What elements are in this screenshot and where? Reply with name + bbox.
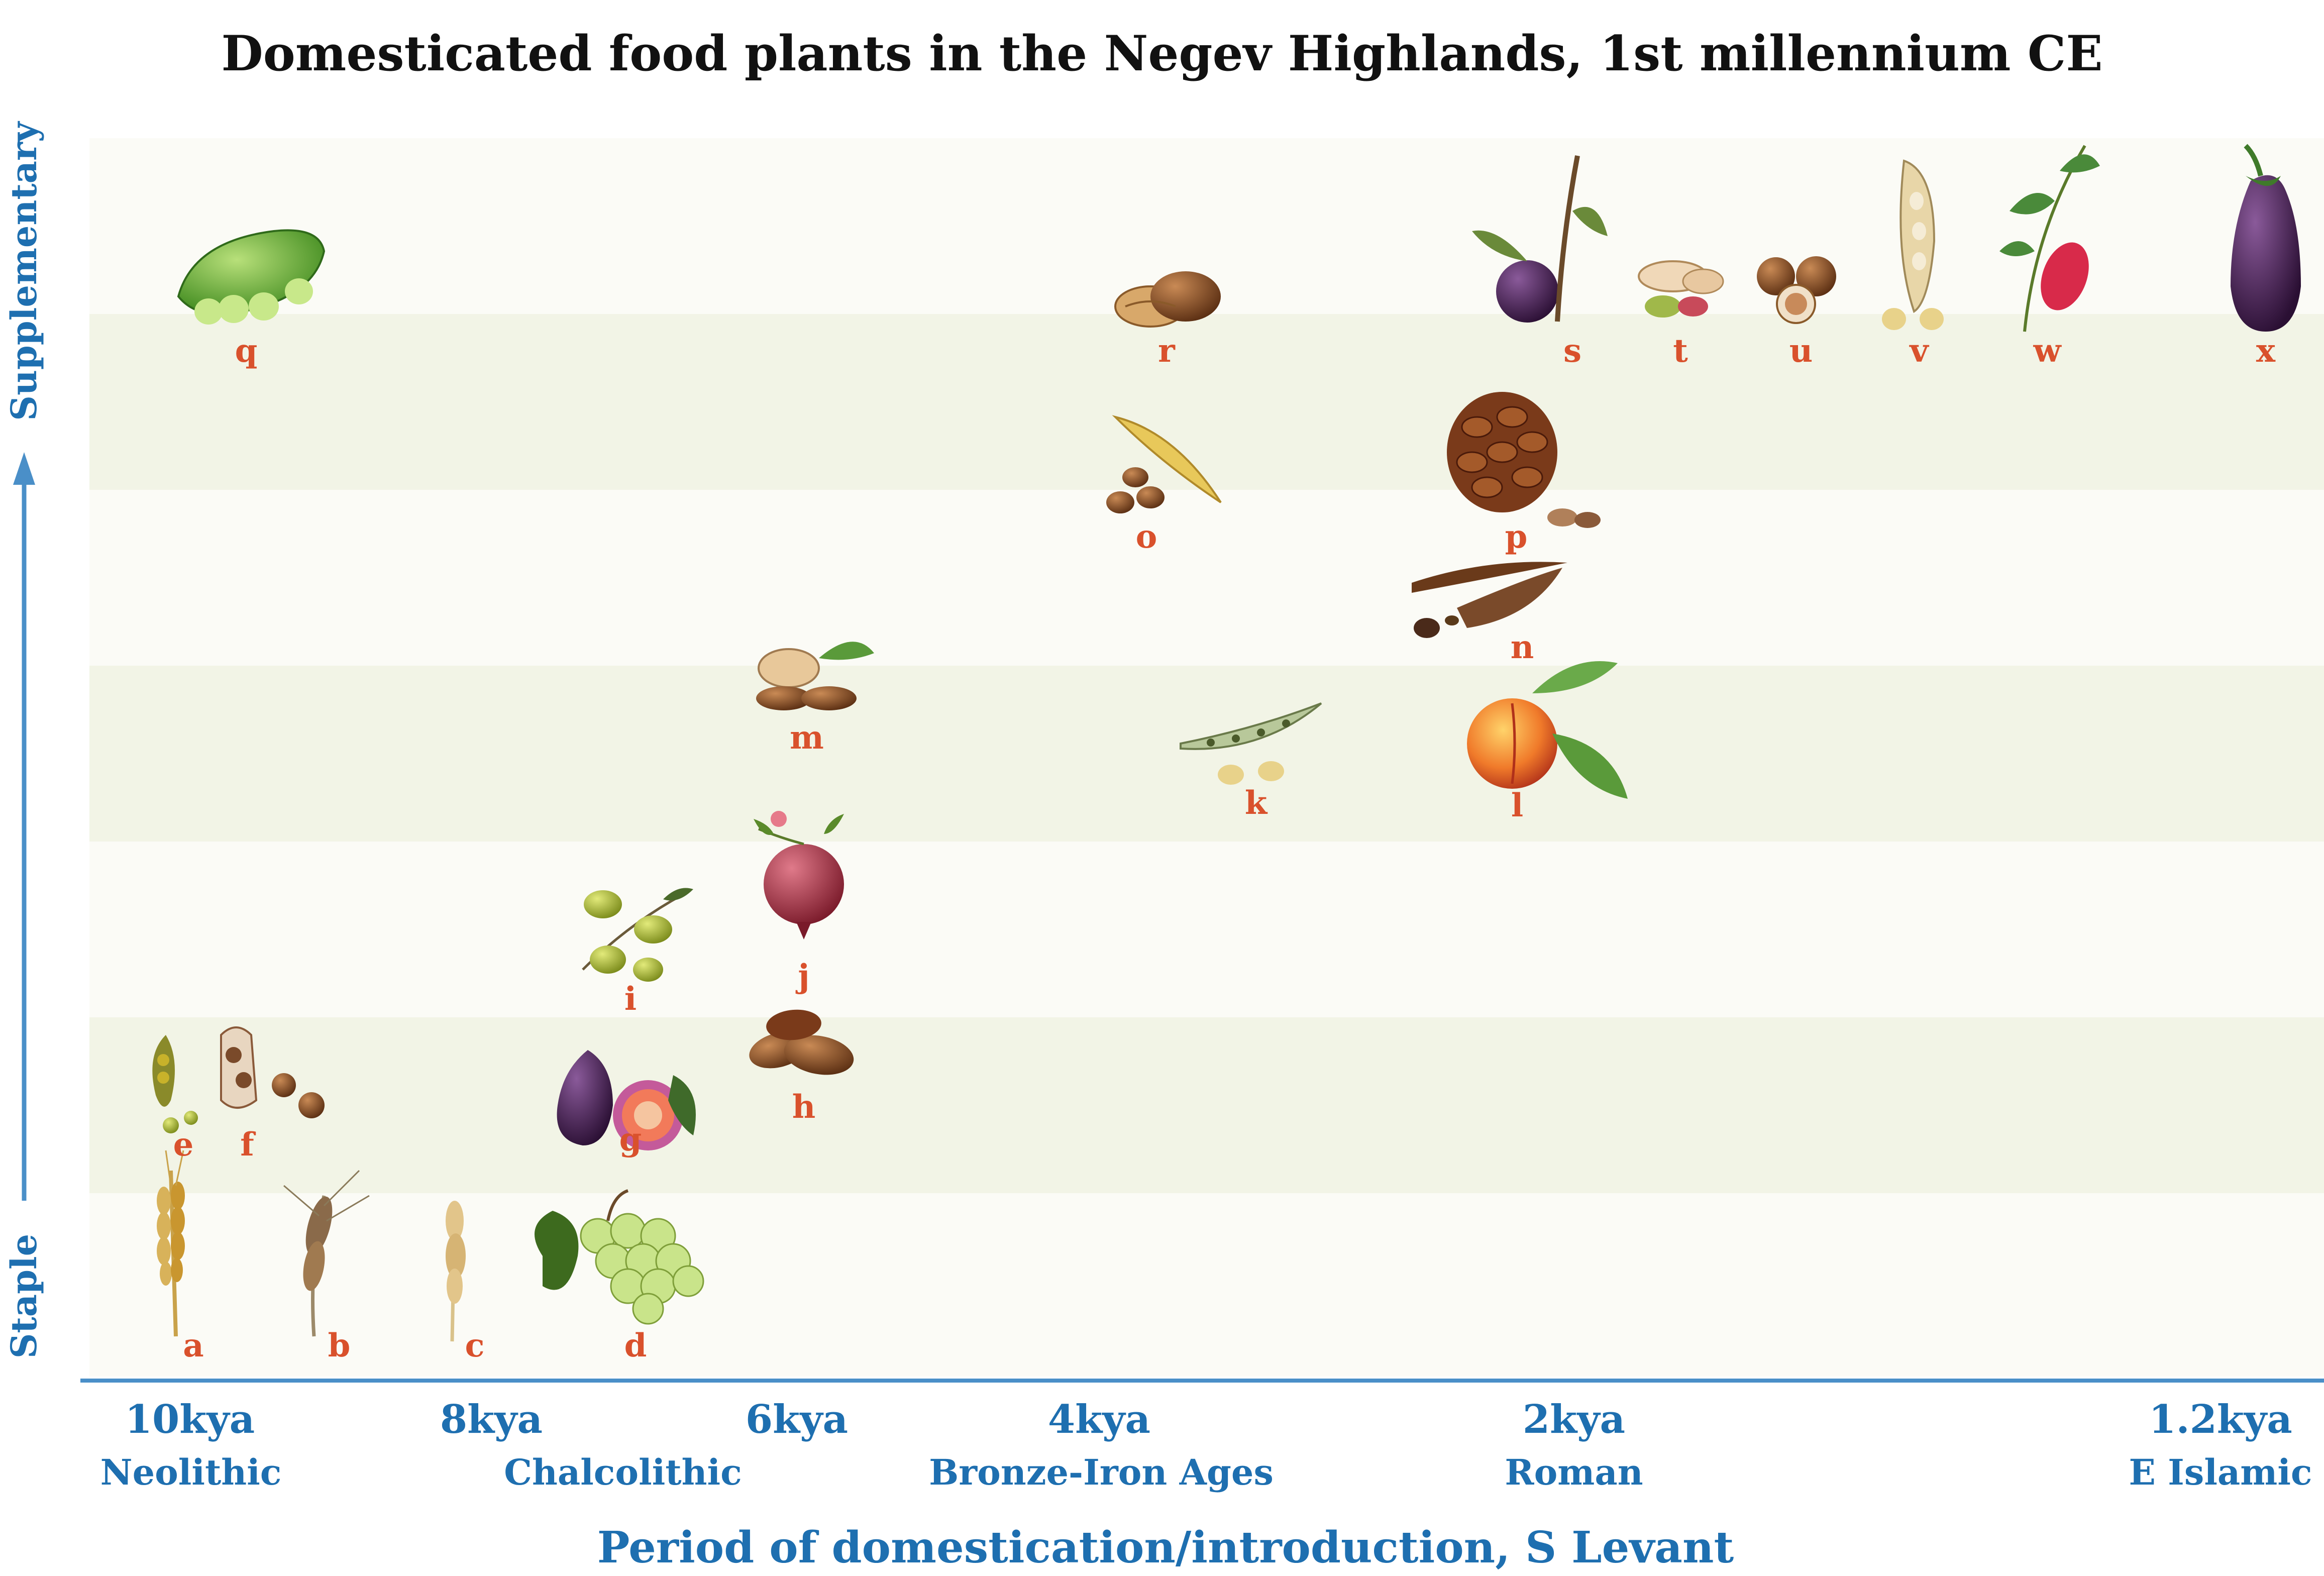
plant-label-f: f (240, 1126, 256, 1164)
plant-label-x: x (2256, 332, 2276, 370)
plant-label-a: a (183, 1327, 203, 1364)
plant-label-i: i (624, 980, 637, 1018)
almond-icon (756, 642, 874, 710)
diagram-title: Domesticated food plants in the Negev Hi… (221, 25, 2103, 82)
plant-label-r: r (1158, 332, 1176, 370)
tick-era-chalcolithic: Chalcolithic (504, 1451, 742, 1493)
plant-label-s: s (1563, 332, 1581, 370)
y-axis-label-bottom: Staple (3, 1234, 45, 1358)
tick-year-1-2kya: 1.2kya (2149, 1397, 2292, 1442)
plum-icon (1472, 155, 1608, 323)
plant-label-v: v (1909, 332, 1929, 370)
y-axis-arrow (13, 452, 35, 1201)
pine-cone-icon (1447, 392, 1601, 528)
tick-era-neolithic: Neolithic (100, 1451, 282, 1493)
plant-label-m: m (790, 719, 824, 757)
pea-pod-icon (152, 1035, 198, 1133)
band-2 (89, 314, 2324, 490)
pistachio-icon (1638, 260, 1724, 318)
tick-era-e-islamic: E Islamic (2129, 1451, 2312, 1493)
plant-label-l: l (1511, 787, 1523, 824)
y-axis-label-top: Supplementary (3, 121, 45, 421)
band-4 (89, 666, 2324, 842)
barley-ear-icon (283, 1170, 370, 1337)
hazelnut-icon (1757, 256, 1836, 324)
tick-era-bronze-iron: Bronze-Iron Ages (929, 1451, 1274, 1493)
tick-year-2kya: 2kya (1523, 1397, 1625, 1442)
carob-pod-icon (1412, 562, 1567, 638)
eggplant-icon (2231, 144, 2301, 332)
cowpea-pod-icon (1882, 159, 1944, 330)
plant-label-b: b (328, 1327, 351, 1364)
walnut-icon (1114, 271, 1221, 328)
peach-icon (1467, 661, 1628, 799)
plant-label-e: e (173, 1126, 194, 1164)
pomegranate-icon (754, 811, 844, 939)
plant-label-k: k (1245, 784, 1268, 822)
plant-label-o: o (1136, 518, 1157, 556)
x-axis-ticks: 10kya Neolithic 8kya Chalcolithic 6kya 4… (100, 1397, 2312, 1493)
plant-label-w: w (2033, 332, 2062, 370)
background-bands (89, 138, 2324, 1377)
jujube-icon (1999, 145, 2100, 332)
band-7 (89, 1193, 2324, 1377)
green-pod-icon (177, 229, 326, 325)
plant-label-p: p (1505, 518, 1528, 556)
olive-branch-icon (582, 888, 693, 982)
bean-pod-icon (1180, 702, 1322, 785)
tick-year-10kya: 10kya (125, 1397, 255, 1442)
band-3 (89, 490, 2324, 666)
date-fruit-icon (749, 1009, 854, 1075)
band-5 (89, 842, 2324, 1017)
grape-bunch-icon (535, 1189, 704, 1325)
tick-year-6kya: 6kya (746, 1397, 848, 1442)
plant-letters: a b c d e f g h i j k l m n o p q r s t u v w x (173, 332, 2276, 1364)
plant-label-u: u (1789, 332, 1813, 370)
plant-label-d: d (624, 1327, 647, 1364)
wheat-ear-icon (157, 1150, 185, 1337)
chickpea-pod-icon (220, 1026, 325, 1118)
plant-label-j: j (795, 958, 809, 995)
plant-label-q: q (235, 332, 258, 370)
einkorn-ear-icon (446, 1201, 466, 1342)
plant-label-g: g (619, 1121, 642, 1159)
plant-label-h: h (792, 1088, 816, 1126)
tick-year-8kya: 8kya (440, 1397, 543, 1442)
plant-label-t: t (1673, 332, 1688, 370)
plant-label-c: c (465, 1327, 485, 1364)
plant-label-n: n (1511, 628, 1534, 666)
band-6 (89, 1017, 2324, 1193)
tick-era-roman: Roman (1505, 1451, 1643, 1493)
tick-year-4kya: 4kya (1048, 1397, 1150, 1442)
yellow-pod-icon (1106, 415, 1222, 513)
x-axis-label: Period of domestication/introduction, S … (597, 1522, 1734, 1573)
fig-icon (557, 1050, 696, 1150)
